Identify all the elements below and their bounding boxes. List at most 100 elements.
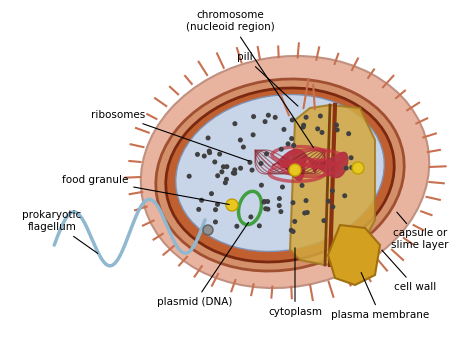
Circle shape bbox=[224, 164, 229, 169]
Circle shape bbox=[215, 173, 220, 178]
Circle shape bbox=[213, 219, 218, 225]
Circle shape bbox=[251, 114, 256, 119]
Circle shape bbox=[277, 196, 282, 201]
Text: capsule or
slime layer: capsule or slime layer bbox=[391, 212, 449, 250]
Circle shape bbox=[209, 191, 214, 196]
Circle shape bbox=[264, 151, 269, 156]
Circle shape bbox=[232, 171, 237, 176]
Circle shape bbox=[195, 152, 200, 157]
Circle shape bbox=[238, 138, 243, 142]
Circle shape bbox=[187, 174, 191, 179]
Circle shape bbox=[265, 199, 270, 204]
Circle shape bbox=[330, 204, 335, 209]
Text: plasma membrane: plasma membrane bbox=[331, 273, 429, 320]
Circle shape bbox=[231, 170, 236, 176]
Circle shape bbox=[234, 224, 239, 229]
Text: plasmid (DNA): plasmid (DNA) bbox=[157, 222, 248, 307]
Circle shape bbox=[206, 136, 210, 140]
Text: prokaryotic
flagellum: prokaryotic flagellum bbox=[22, 210, 98, 253]
Polygon shape bbox=[272, 149, 348, 180]
Circle shape bbox=[266, 113, 271, 118]
Circle shape bbox=[265, 207, 270, 212]
Circle shape bbox=[249, 168, 255, 172]
Text: food granule: food granule bbox=[62, 175, 229, 205]
Circle shape bbox=[280, 185, 285, 189]
Circle shape bbox=[259, 183, 264, 188]
Circle shape bbox=[263, 206, 268, 211]
Circle shape bbox=[279, 147, 284, 152]
Circle shape bbox=[273, 115, 278, 120]
Circle shape bbox=[330, 188, 335, 193]
Circle shape bbox=[342, 193, 347, 198]
Polygon shape bbox=[290, 105, 375, 265]
Circle shape bbox=[346, 131, 351, 136]
Circle shape bbox=[247, 160, 253, 165]
Circle shape bbox=[258, 161, 264, 166]
Circle shape bbox=[207, 150, 212, 155]
Circle shape bbox=[303, 115, 309, 120]
Circle shape bbox=[262, 199, 266, 205]
Circle shape bbox=[223, 180, 228, 185]
Circle shape bbox=[301, 123, 306, 128]
Circle shape bbox=[291, 143, 296, 148]
Circle shape bbox=[232, 121, 237, 126]
Circle shape bbox=[199, 198, 204, 203]
Ellipse shape bbox=[141, 56, 429, 288]
Circle shape bbox=[348, 155, 354, 160]
Circle shape bbox=[318, 114, 323, 119]
Circle shape bbox=[217, 151, 222, 157]
Circle shape bbox=[224, 177, 229, 182]
Circle shape bbox=[202, 154, 207, 159]
Circle shape bbox=[319, 130, 325, 135]
Circle shape bbox=[282, 127, 286, 132]
Circle shape bbox=[196, 207, 201, 212]
Ellipse shape bbox=[156, 79, 404, 271]
Circle shape bbox=[344, 166, 349, 170]
Circle shape bbox=[290, 117, 295, 122]
Circle shape bbox=[207, 149, 212, 154]
Circle shape bbox=[241, 145, 246, 149]
Circle shape bbox=[257, 223, 262, 228]
Circle shape bbox=[212, 159, 217, 165]
Circle shape bbox=[335, 127, 340, 132]
Circle shape bbox=[219, 169, 224, 174]
Circle shape bbox=[278, 209, 283, 214]
Text: ribosomes: ribosomes bbox=[91, 110, 249, 161]
Text: chromosome
(nucleoid region): chromosome (nucleoid region) bbox=[186, 10, 313, 148]
Text: cell wall: cell wall bbox=[382, 250, 436, 292]
Circle shape bbox=[321, 218, 327, 223]
Circle shape bbox=[305, 210, 310, 215]
Text: pili: pili bbox=[237, 52, 298, 106]
Circle shape bbox=[289, 136, 294, 141]
Ellipse shape bbox=[176, 95, 384, 252]
Circle shape bbox=[289, 164, 301, 176]
Circle shape bbox=[213, 207, 218, 212]
Circle shape bbox=[334, 122, 339, 128]
Circle shape bbox=[349, 165, 354, 170]
Circle shape bbox=[221, 164, 226, 169]
Polygon shape bbox=[328, 225, 380, 285]
Circle shape bbox=[300, 183, 304, 188]
Circle shape bbox=[301, 125, 306, 130]
Circle shape bbox=[352, 162, 364, 174]
Circle shape bbox=[203, 225, 213, 235]
Circle shape bbox=[263, 119, 267, 124]
Circle shape bbox=[251, 132, 255, 137]
Circle shape bbox=[232, 167, 237, 172]
Circle shape bbox=[303, 198, 309, 203]
Circle shape bbox=[277, 203, 282, 208]
Circle shape bbox=[215, 202, 220, 207]
Circle shape bbox=[248, 215, 254, 219]
Circle shape bbox=[291, 229, 296, 234]
Ellipse shape bbox=[166, 88, 394, 262]
Text: cytoplasm: cytoplasm bbox=[268, 248, 322, 317]
Circle shape bbox=[238, 166, 243, 171]
Circle shape bbox=[326, 199, 331, 204]
Circle shape bbox=[291, 200, 295, 205]
Circle shape bbox=[315, 126, 320, 131]
Circle shape bbox=[302, 210, 307, 216]
Circle shape bbox=[292, 219, 297, 224]
Circle shape bbox=[289, 228, 294, 233]
Circle shape bbox=[262, 199, 267, 204]
Circle shape bbox=[285, 141, 291, 146]
